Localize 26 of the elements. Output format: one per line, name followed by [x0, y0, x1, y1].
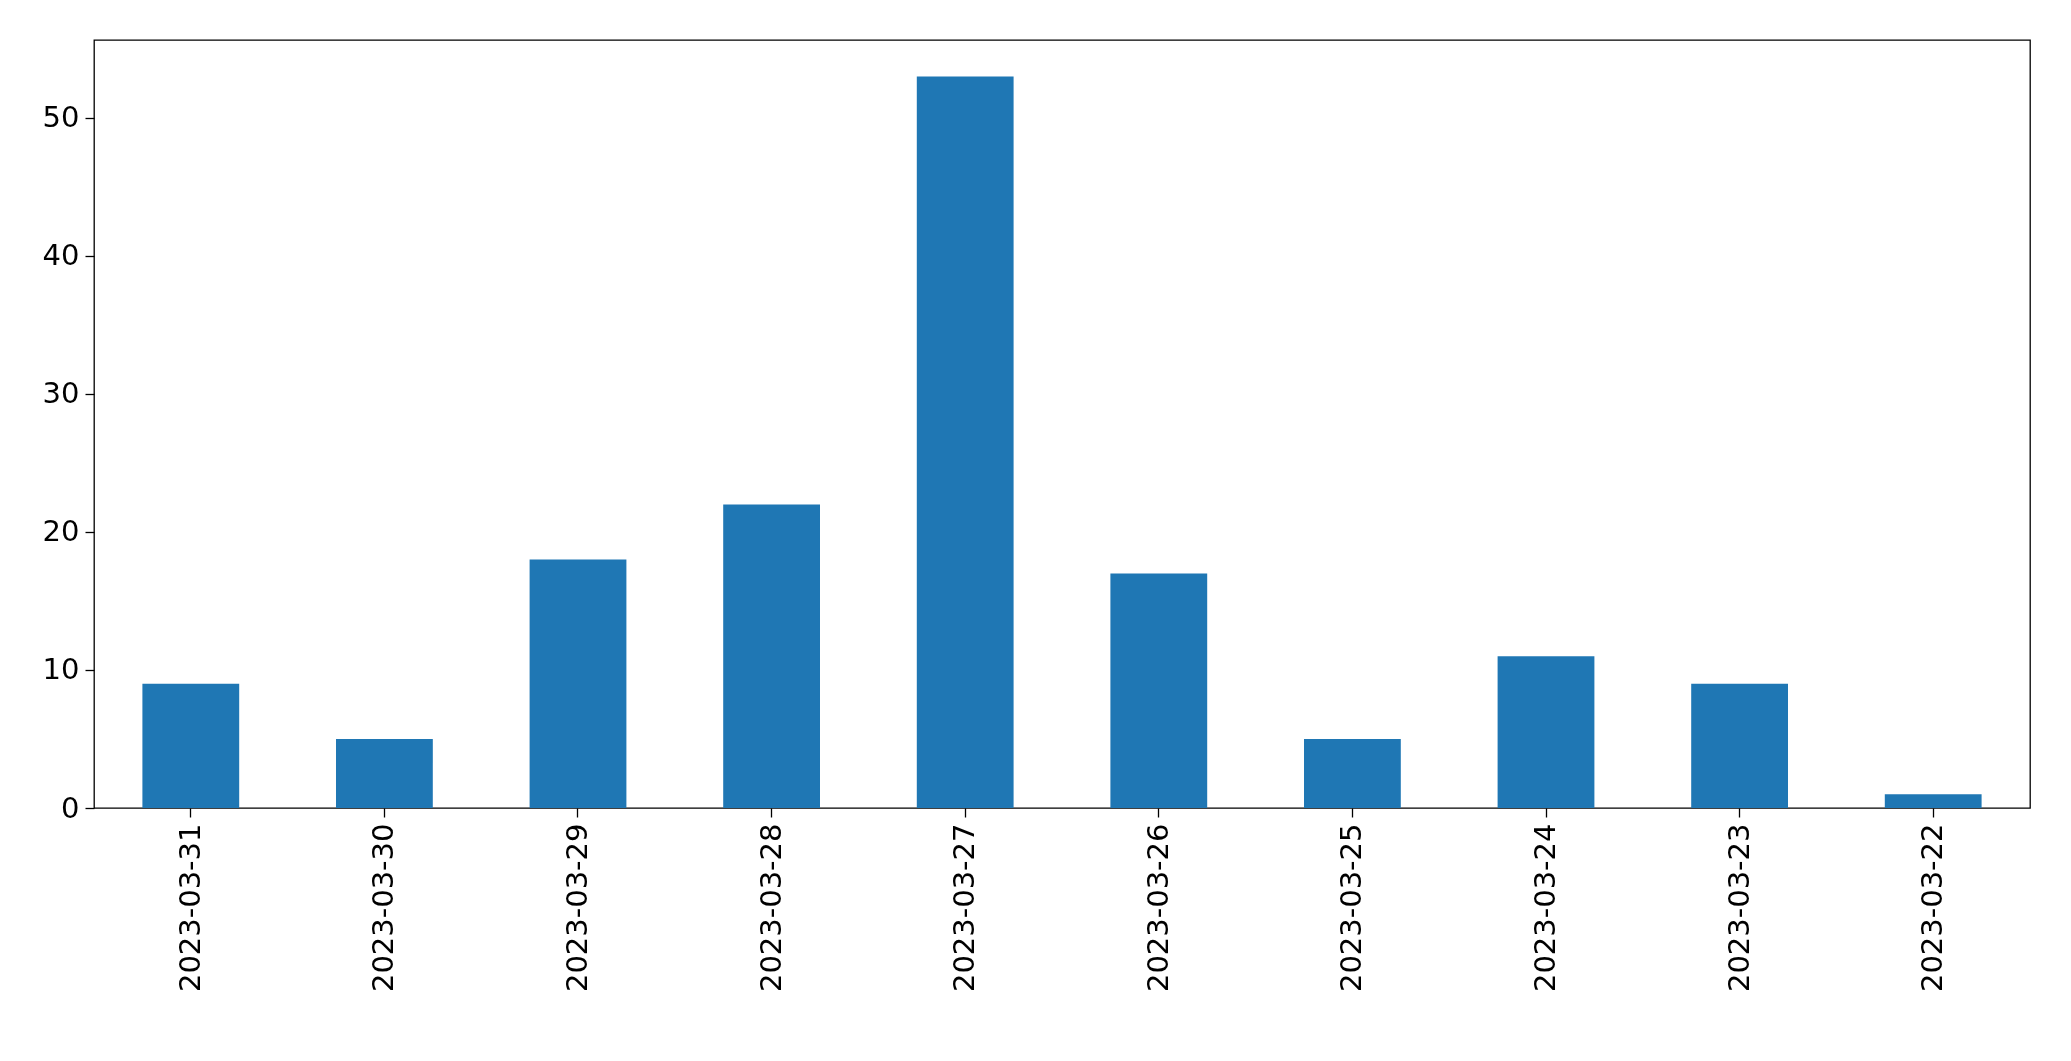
x-tick-label: 2023-03-24: [1528, 823, 1562, 993]
x-tick-label: 2023-03-31: [172, 823, 207, 993]
x-tick-label: 2023-03-22: [1915, 823, 1950, 993]
x-tick-label: 2023-03-27: [947, 823, 982, 993]
bar: [916, 76, 1014, 808]
x-tick-label: 2023-03-25: [1334, 823, 1369, 993]
y-tick-label: 40: [42, 238, 80, 273]
y-tick-label: 0: [61, 790, 80, 825]
y-tick-label: 20: [42, 514, 80, 549]
bar: [1497, 656, 1595, 808]
x-tick-label: 2023-03-23: [1721, 823, 1756, 993]
y-tick-label: 50: [42, 100, 80, 135]
x-tick-label: 2023-03-26: [1140, 823, 1175, 993]
bar: [529, 559, 627, 808]
y-tick-label: 10: [42, 652, 80, 687]
x-tick-label: 2023-03-29: [560, 823, 594, 993]
bar: [336, 739, 433, 808]
x-tick-label: 2023-03-28: [753, 823, 788, 993]
bar: [1884, 794, 1982, 808]
bar: [1110, 573, 1208, 808]
bar: [723, 504, 820, 808]
x-tick-label: 2023-03-30: [366, 823, 401, 993]
bar: [1691, 683, 1788, 808]
bar: [1304, 739, 1401, 808]
y-tick-label: 30: [42, 376, 80, 411]
bar: [142, 683, 240, 808]
